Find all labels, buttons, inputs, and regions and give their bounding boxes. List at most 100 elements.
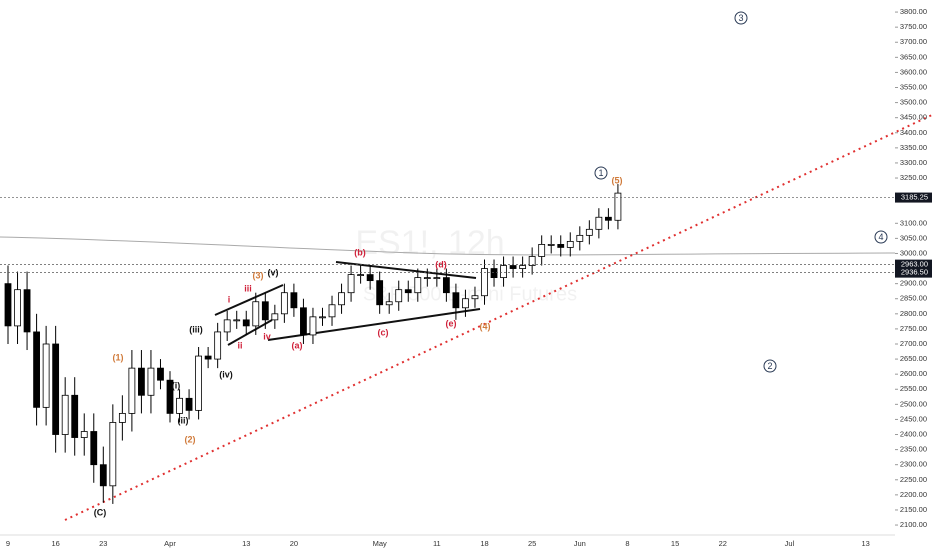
candle-body	[252, 301, 260, 327]
candle-body	[442, 277, 450, 294]
y-tick-label: 2200.00	[900, 490, 927, 499]
candle-body	[452, 292, 460, 309]
wave-label: (c)	[378, 327, 389, 337]
wave-label: (ii)	[178, 415, 189, 425]
candle-body	[509, 265, 517, 269]
candle-body	[61, 394, 69, 435]
candle-body	[462, 298, 469, 309]
candle-body	[204, 355, 212, 360]
watermark-subtitle: S&P 500 E-mini Futures	[363, 283, 577, 305]
wave-label: iii	[244, 283, 252, 293]
candle-body	[23, 289, 31, 333]
x-tick-label: 16	[51, 539, 59, 548]
candle-body	[547, 244, 555, 246]
wave-circle-label: 2	[767, 361, 772, 371]
candle-body	[309, 316, 317, 336]
candle-body	[157, 367, 164, 381]
candle-body	[576, 234, 584, 242]
wave-label: ii	[237, 340, 242, 350]
wave-label: (iv)	[219, 369, 233, 379]
candle-body	[33, 331, 40, 408]
wave-circle-label: 4	[878, 232, 883, 242]
wave-label: (3)	[253, 270, 264, 280]
y-tick-label: 2150.00	[900, 505, 927, 514]
candle-body	[357, 274, 365, 276]
candle-body	[519, 265, 527, 269]
y-tick-label: 2500.00	[900, 399, 927, 408]
candle-body	[500, 265, 507, 279]
y-tick-label: 3300.00	[900, 158, 927, 167]
wave-circle	[874, 230, 888, 244]
candle-body	[385, 301, 393, 306]
wave-circle-label: 3	[738, 13, 743, 23]
y-tick-label: 2800.00	[900, 309, 927, 318]
y-tick-label: 3700.00	[900, 37, 927, 46]
candle-body	[261, 301, 269, 321]
candle-body	[90, 431, 98, 466]
wave-label: (2)	[185, 434, 196, 444]
y-tick-label: 3250.00	[900, 173, 927, 182]
x-tick-label: 25	[528, 539, 536, 548]
y-tick-label: 3050.00	[900, 233, 927, 242]
y-tick-label: 2250.00	[900, 475, 927, 484]
y-tick-label: 2350.00	[900, 445, 927, 454]
candle-body	[147, 367, 155, 396]
wave-circle	[763, 359, 777, 373]
price-label-box	[895, 267, 932, 278]
x-tick-label: May	[373, 539, 387, 548]
triangle-line	[335, 261, 477, 279]
candle-body	[528, 256, 536, 266]
candle-body	[290, 292, 298, 309]
candle-body	[557, 244, 565, 248]
candle-body	[490, 268, 498, 279]
wave-label: (1)	[113, 352, 124, 362]
candle-body	[604, 216, 612, 221]
candle-body	[376, 280, 384, 306]
price-label: 3185.25	[901, 193, 928, 202]
candle-body	[80, 431, 88, 438]
candle-body	[14, 289, 21, 327]
wave-label: (4)	[480, 321, 491, 331]
wave-label: (iii)	[189, 324, 203, 334]
x-tick-label: 15	[671, 539, 679, 548]
candle-body	[338, 292, 345, 306]
x-tick-label: 8	[625, 539, 629, 548]
y-tick-label: 3000.00	[900, 248, 927, 257]
x-tick-label: 11	[433, 539, 441, 548]
candle-body	[99, 464, 107, 487]
candle-body	[128, 367, 136, 414]
y-tick-label: 2650.00	[900, 354, 927, 363]
moving-average	[0, 236, 896, 256]
candle-body	[433, 277, 441, 280]
wave-label: (5)	[612, 175, 623, 185]
candle-body	[471, 295, 479, 300]
wave-label: (b)	[354, 247, 366, 257]
candle-body	[4, 283, 12, 327]
candle-body	[214, 331, 222, 360]
y-tick-label: 2550.00	[900, 384, 927, 393]
y-tick-label: 2600.00	[900, 369, 927, 378]
wave-circle	[594, 166, 608, 180]
candle-body	[481, 268, 488, 297]
x-tick-label: 23	[99, 539, 107, 548]
x-tick-label: 13	[862, 539, 870, 548]
candle-body	[566, 240, 574, 248]
wave-circle-label: 1	[598, 168, 603, 178]
y-tick-label: 2750.00	[900, 324, 927, 333]
y-tick-label: 2700.00	[900, 339, 927, 348]
price-label: 2963.00	[901, 260, 928, 269]
price-label: 2936.50	[901, 268, 928, 277]
candle-body	[242, 319, 250, 327]
x-tick-label: 20	[290, 539, 298, 548]
price-label-box	[895, 259, 932, 270]
candle-body	[118, 412, 126, 423]
candle-body	[319, 316, 326, 319]
candle-body	[271, 313, 279, 321]
candle-body	[280, 292, 288, 315]
y-tick-label: 3750.00	[900, 22, 927, 31]
candle-body	[166, 379, 174, 414]
candle-body	[347, 274, 355, 294]
candle-body	[328, 304, 336, 318]
y-tick-label: 2100.00	[900, 520, 927, 529]
